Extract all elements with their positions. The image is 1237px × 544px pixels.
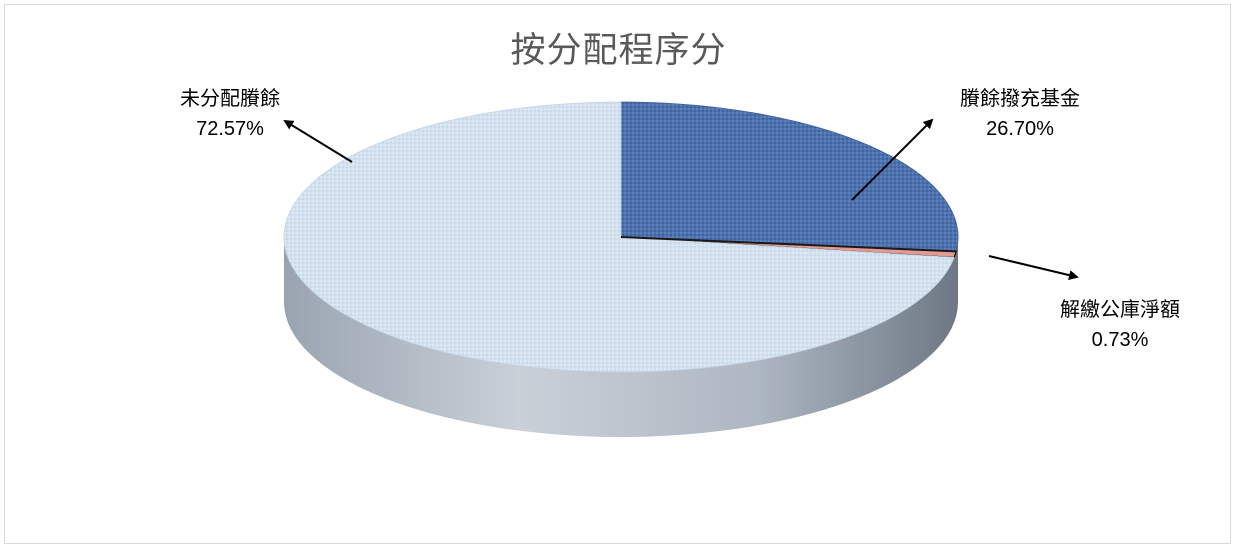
label-undistributed-name: 未分配賸餘 xyxy=(180,88,280,110)
label-surplus-fund-value: 26.70% xyxy=(986,118,1054,140)
label-treasury: 解繳公庫淨額 0.73% xyxy=(1030,295,1210,355)
label-surplus-fund: 賸餘撥充基金 26.70% xyxy=(930,84,1110,144)
label-treasury-name: 解繳公庫淨額 xyxy=(1060,299,1180,321)
pie-side xyxy=(284,237,958,437)
label-surplus-fund-name: 賸餘撥充基金 xyxy=(960,88,1080,110)
slice-edge-line xyxy=(620,236,957,253)
pie-top xyxy=(283,101,959,373)
leader-line-undistributed xyxy=(283,119,353,163)
pie-side-wall xyxy=(284,237,958,437)
slice-surplus-fund xyxy=(620,101,959,252)
leader-line-treasury xyxy=(988,255,1079,281)
slice-undistributed xyxy=(283,101,955,373)
label-treasury-value: 0.73% xyxy=(1091,329,1149,351)
label-undistributed-value: 72.57% xyxy=(196,118,264,140)
label-undistributed: 未分配賸餘 72.57% xyxy=(140,84,320,144)
chart-title: 按分配程序分 xyxy=(510,31,727,71)
leader-line-surplus-fund xyxy=(851,118,934,201)
